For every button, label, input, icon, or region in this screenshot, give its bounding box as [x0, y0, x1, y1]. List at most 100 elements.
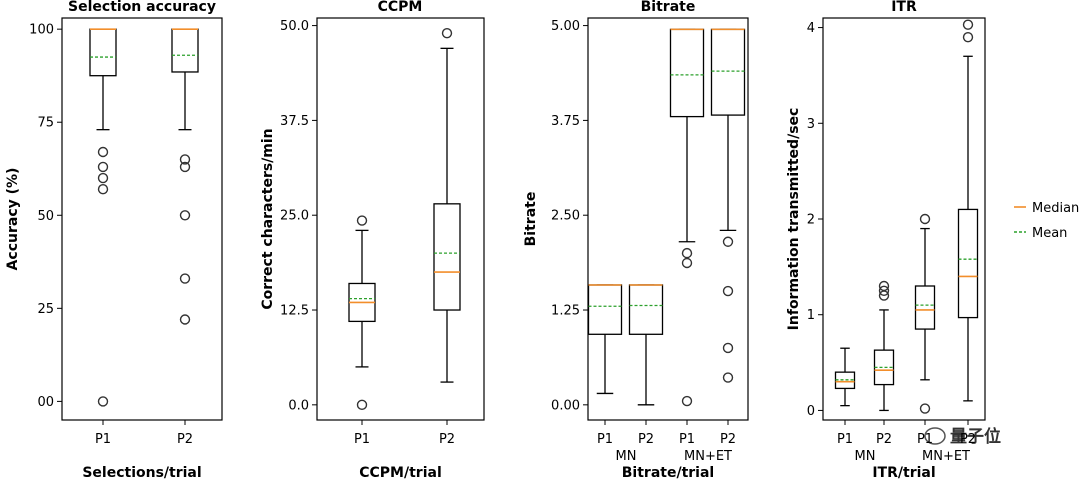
y-axis-label: Correct characters/min	[260, 128, 276, 309]
box-iqr	[89, 28, 117, 77]
box-iqr	[957, 208, 979, 319]
outlier-point	[722, 236, 734, 247]
y-tick-label: 3	[807, 117, 815, 132]
y-tick-label: 0	[807, 404, 815, 419]
outlier-point	[681, 395, 693, 407]
outlier-point	[878, 285, 890, 296]
outlier-point	[97, 146, 109, 158]
outlier-point	[962, 19, 974, 30]
legend: Median Mean	[1014, 201, 1079, 241]
plot-frame	[587, 17, 749, 421]
y-axis-label: Accuracy (%)	[5, 168, 21, 271]
outlier-point	[179, 210, 191, 221]
y-axis-label: Bitrate	[523, 192, 539, 247]
outlier-point	[681, 257, 693, 269]
outlier-point	[97, 161, 109, 173]
panel-3: Bitrate 0.00 1.25 2.50 3.75 5.00 Bitrate P1 P2 P1…	[523, 0, 749, 481]
panel-2: CCPM 0.0 12.5 25.0 37.5 50.0 Correct character…	[260, 0, 485, 481]
y-tick-label: 4	[807, 21, 815, 36]
outlier-point	[179, 154, 191, 165]
outlier-point	[97, 396, 109, 407]
x-axis-label: Bitrate/trial	[622, 465, 714, 481]
box-iqr	[587, 284, 623, 335]
x-tick-label: P2	[960, 432, 976, 447]
panel-4: ITR 0 1 2 3 4 Information transmitted/sec P1 P2 P…	[786, 0, 986, 481]
x-axis-label: ITR/trial	[872, 465, 935, 481]
y-tick-label: 5.00	[551, 19, 580, 34]
outlier-point	[722, 285, 734, 297]
box-iqr	[710, 28, 746, 116]
y-tick-label: 2.50	[551, 209, 580, 224]
box-3	[914, 213, 936, 414]
box-4	[710, 28, 746, 383]
box-iqr	[628, 284, 664, 335]
outlier-point	[681, 247, 693, 259]
panel-title: ITR	[891, 0, 917, 15]
y-tick-label: 25.0	[280, 209, 309, 224]
x-tick-label: P2	[720, 432, 736, 447]
box-4	[957, 19, 979, 402]
outlier-point	[179, 161, 191, 173]
box-1	[348, 215, 376, 411]
panel-title: Selection accuracy	[68, 0, 216, 15]
outlier-point	[179, 314, 191, 325]
outlier-point	[179, 273, 191, 284]
y-axis-label: Information transmitted/sec	[786, 108, 802, 331]
outlier-point	[97, 184, 109, 195]
outlier-point	[722, 372, 734, 383]
plot-frame	[316, 17, 485, 421]
watermark: 量子位	[924, 426, 1001, 447]
watermark-text: 量子位	[950, 426, 1001, 447]
panel-1: Selection accuracy 00 25 50 75 100 Accuracy (%…	[5, 0, 223, 481]
x-tick-label: P2	[177, 432, 193, 447]
x-group-label: MN	[616, 449, 637, 464]
x-tick-label: P1	[95, 432, 111, 447]
legend-mean-label: Mean	[1032, 226, 1067, 241]
y-tick-label: 25	[37, 302, 54, 317]
box-2	[873, 280, 895, 412]
x-group-label: MN	[855, 449, 876, 464]
outlier-point	[962, 31, 974, 43]
panel-title: Bitrate	[641, 0, 696, 15]
box-2	[628, 284, 664, 406]
outlier-point	[878, 290, 890, 301]
outlier-point	[919, 403, 931, 414]
box-1	[834, 347, 856, 407]
y-tick-label: 12.5	[280, 304, 309, 319]
outlier-point	[356, 399, 368, 411]
y-tick-label: 1	[807, 308, 815, 323]
x-tick-label: P1	[837, 432, 853, 447]
box-2	[433, 27, 461, 383]
x-tick-label: P1	[917, 432, 933, 447]
outlier-point	[722, 342, 734, 354]
box-3	[669, 28, 705, 407]
box-iqr	[669, 28, 705, 118]
y-tick-label: 1.25	[551, 304, 580, 319]
box-iqr	[171, 28, 199, 73]
outlier-point	[356, 215, 368, 226]
y-tick-label: 50	[37, 209, 54, 224]
outlier-point	[441, 27, 453, 39]
x-axis-label: Selections/trial	[82, 465, 201, 481]
x-axis-label: CCPM/trial	[359, 465, 442, 481]
x-tick-label: P2	[439, 432, 455, 447]
y-tick-label: 50.0	[280, 19, 309, 34]
x-group-label: MN+ET	[684, 449, 732, 464]
x-tick-label: P1	[679, 432, 695, 447]
y-tick-label: 0.00	[551, 398, 580, 413]
watermark-logo-icon	[924, 427, 946, 445]
outlier-point	[919, 213, 931, 225]
box-iqr	[433, 203, 461, 311]
box-1	[587, 284, 623, 395]
box-1	[89, 28, 117, 407]
box-2	[171, 28, 199, 325]
x-tick-label: P1	[597, 432, 613, 447]
y-tick-label: 00	[37, 395, 54, 410]
y-tick-label: 0.0	[288, 398, 309, 413]
box-iqr	[914, 285, 936, 330]
y-tick-label: 2	[807, 213, 815, 228]
y-tick-label: 100	[29, 23, 54, 38]
x-tick-label: P1	[354, 432, 370, 447]
panel-title: CCPM	[378, 0, 423, 15]
